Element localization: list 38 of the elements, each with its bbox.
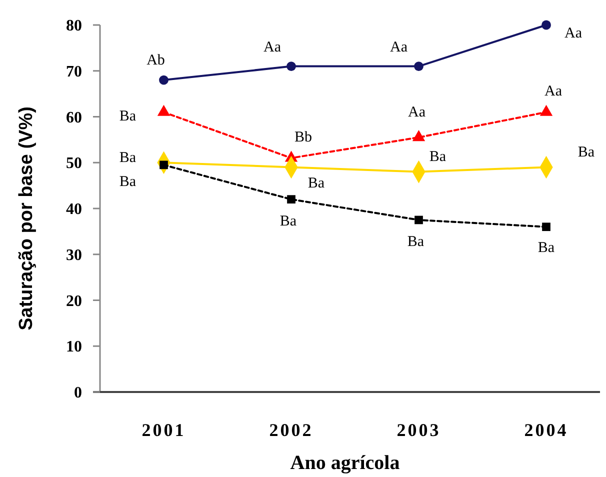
annotation: Ba (308, 175, 325, 192)
annotation: Aa (544, 83, 562, 100)
point (414, 62, 424, 71)
y-tick-label: 50 (66, 155, 82, 172)
x-axis-title: Ano agrícola (290, 452, 400, 474)
annotation: Aa (408, 104, 426, 121)
annotation: Ba (407, 234, 424, 250)
y-tick-label: 80 (66, 18, 82, 35)
y-tick-label: 70 (66, 63, 82, 80)
point (542, 20, 551, 30)
y-axis-title: Saturação por base (V%) (16, 106, 37, 330)
point (542, 222, 550, 232)
annotation: Ba (578, 144, 595, 160)
x-tick-label: 2001 (142, 420, 186, 440)
annotation: Aa (390, 40, 408, 56)
point (287, 195, 296, 204)
point (414, 216, 423, 224)
y-tick-label: 30 (66, 246, 82, 264)
y-tick-label: 0 (74, 384, 82, 402)
annotation: Aa (564, 25, 582, 42)
x-tick-label: 2004 (524, 420, 568, 440)
annotation: Ba (429, 149, 446, 166)
annotation: Ba (119, 108, 136, 124)
annotation: Ab (146, 52, 165, 68)
x-tick-label: 2002 (269, 420, 314, 440)
annotation: Bb (294, 129, 312, 146)
y-tick-label: 60 (66, 109, 82, 126)
point (286, 62, 296, 71)
annotation: Ba (119, 174, 136, 190)
annotation: Ba (280, 214, 297, 230)
point (159, 75, 168, 85)
y-tick-label: 20 (66, 292, 82, 310)
x-tick-label: 2003 (396, 420, 441, 440)
annotation: Ba (538, 240, 555, 256)
y-tick-label: 40 (66, 201, 82, 218)
annotation: Aa (264, 40, 282, 56)
y-tick-label: 10 (66, 338, 82, 356)
annotation: Ba (119, 150, 136, 166)
